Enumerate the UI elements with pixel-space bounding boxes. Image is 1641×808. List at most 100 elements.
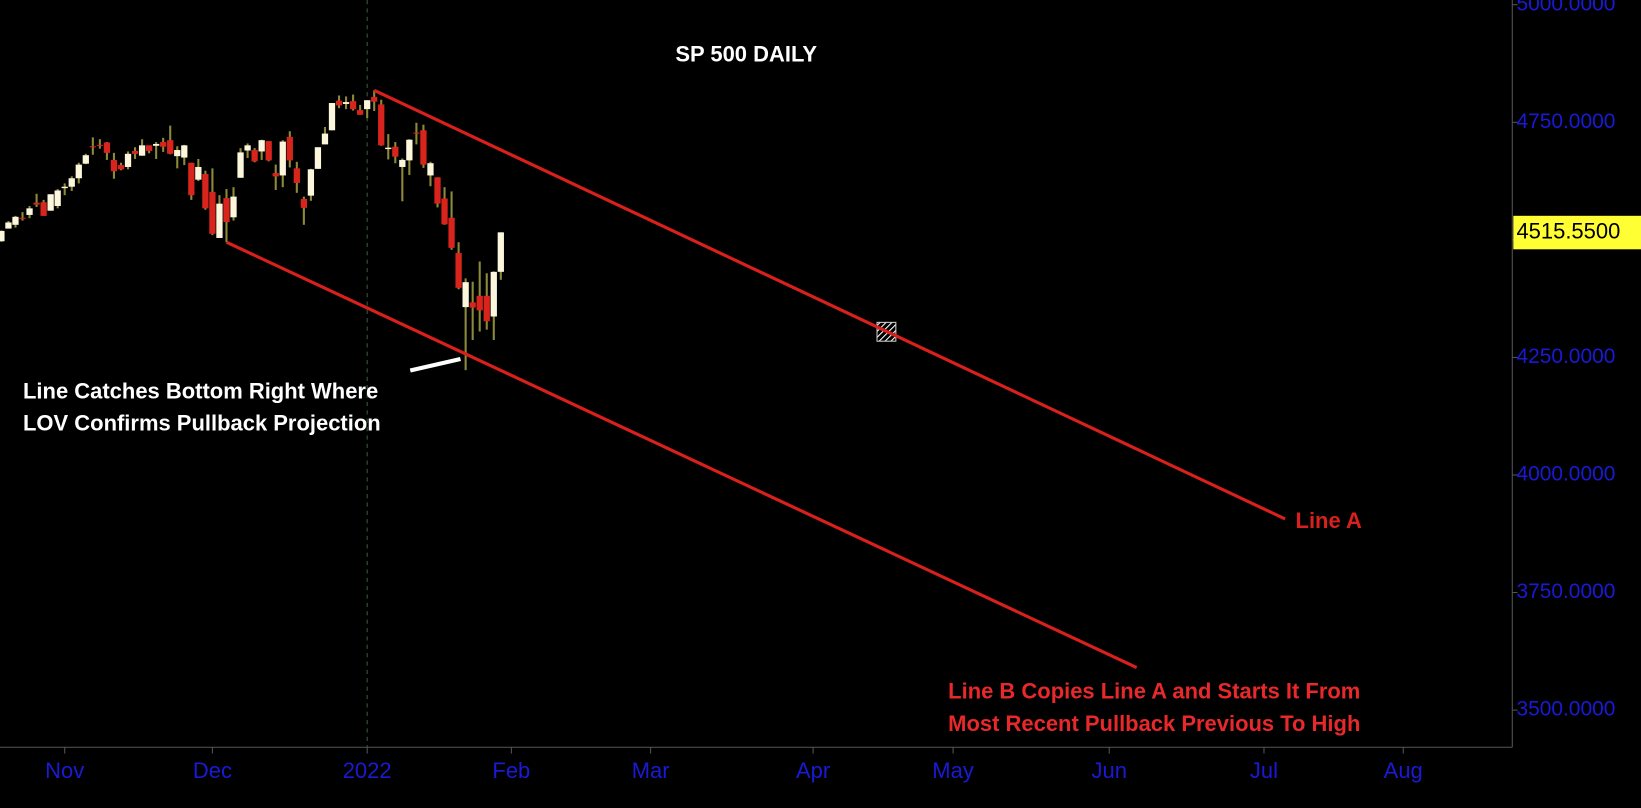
- x-tick-label: Feb: [492, 758, 530, 783]
- candle-body: [385, 147, 392, 150]
- candle-body: [75, 164, 82, 179]
- annotation: Line B Copies Line A and Starts It From: [948, 679, 1360, 704]
- candle-body: [54, 190, 61, 207]
- candle-body: [483, 295, 490, 322]
- annotation: Most Recent Pullback Previous To High: [948, 711, 1360, 736]
- candle-body: [342, 102, 350, 104]
- candle-body: [490, 271, 497, 317]
- candle-body: [413, 132, 420, 134]
- last-price-label: 4515.5500: [1516, 218, 1620, 243]
- x-tick-label: 2022: [343, 758, 392, 783]
- candle-body: [272, 173, 279, 177]
- candle-body: [68, 178, 75, 187]
- candle-body: [392, 146, 399, 157]
- candle-body: [167, 140, 174, 154]
- x-tick-label: Jul: [1250, 758, 1278, 783]
- candle-body: [40, 202, 47, 216]
- candle-body: [96, 144, 104, 146]
- candle-body: [427, 163, 434, 176]
- candle-body: [420, 130, 427, 165]
- candle-body: [61, 186, 68, 189]
- candle-body: [82, 155, 89, 164]
- candle-body: [103, 142, 111, 153]
- candle-body: [117, 165, 125, 170]
- candle-body: [26, 208, 33, 215]
- y-tick-label: 4750.0000: [1516, 110, 1615, 133]
- candle-body: [448, 217, 455, 248]
- candle-body: [138, 145, 146, 156]
- candle-body: [300, 198, 308, 208]
- trend-line: [373, 88, 1286, 521]
- candle-body: [223, 198, 230, 222]
- candle-body: [209, 191, 216, 234]
- candle-body: [335, 100, 343, 106]
- candle-body: [476, 295, 483, 311]
- candle-body: [230, 196, 237, 218]
- candle-body: [371, 96, 378, 102]
- candle-body: [265, 141, 272, 161]
- candle-body: [356, 110, 364, 115]
- y-tick-label: 3500.0000: [1516, 698, 1615, 721]
- x-tick-label: May: [932, 758, 974, 783]
- candle-body: [251, 150, 258, 162]
- y-tick-label: 4250.0000: [1516, 345, 1615, 368]
- candle-body: [399, 159, 406, 167]
- candle-body: [47, 194, 54, 211]
- candle-body: [216, 203, 223, 238]
- x-tick-label: Dec: [193, 758, 232, 783]
- y-tick-label: 4000.0000: [1516, 463, 1615, 486]
- candle-body: [153, 143, 160, 146]
- x-tick-label: Jun: [1092, 758, 1127, 783]
- trend-line: [225, 240, 1138, 669]
- candle-body: [434, 177, 441, 204]
- chart-title: SP 500 DAILY: [675, 41, 817, 66]
- candle-body: [349, 101, 357, 110]
- candle-body: [181, 145, 188, 158]
- candle-body: [314, 147, 322, 169]
- candle-body: [321, 133, 329, 145]
- annotation-pointer: [409, 356, 461, 373]
- y-tick-label: 3750.0000: [1516, 580, 1615, 603]
- candle-body: [307, 169, 315, 196]
- candle-body: [195, 166, 202, 180]
- x-tick-label: Nov: [45, 758, 84, 783]
- candle-body: [406, 139, 413, 161]
- candle-body: [293, 168, 300, 183]
- candle-body: [462, 282, 469, 308]
- candle-body: [131, 150, 139, 154]
- candle-body: [124, 153, 132, 167]
- candle-body: [286, 136, 293, 161]
- last-price-box: [1513, 215, 1641, 250]
- annotation: Line Catches Bottom Right Where: [23, 378, 378, 403]
- line-label: Line A: [1296, 508, 1362, 533]
- x-tick-label: Mar: [632, 758, 670, 783]
- candle-body: [244, 145, 251, 151]
- candle-body: [497, 232, 504, 272]
- candle-body: [237, 152, 244, 178]
- candle-body: [0, 230, 5, 242]
- candle-body: [174, 150, 181, 157]
- candle-body: [160, 142, 167, 147]
- candle-body: [469, 302, 476, 308]
- candle-body: [12, 216, 19, 225]
- candle-body: [5, 222, 12, 229]
- candle-body: [279, 141, 286, 176]
- annotation: LOV Confirms Pullback Projection: [23, 411, 381, 436]
- candle-body: [258, 140, 265, 152]
- x-tick-label: Apr: [796, 758, 830, 783]
- candle-body: [202, 174, 209, 209]
- candle-body: [110, 159, 118, 172]
- candle-body: [378, 104, 385, 146]
- candle-body: [441, 198, 448, 225]
- candle-body: [455, 253, 462, 288]
- candle-body: [364, 100, 371, 110]
- candle-body: [188, 162, 195, 196]
- candle-body: [89, 146, 96, 148]
- candle-body: [19, 217, 26, 219]
- candle-body: [145, 145, 153, 151]
- candle-body: [328, 103, 336, 131]
- candle-body: [33, 202, 40, 205]
